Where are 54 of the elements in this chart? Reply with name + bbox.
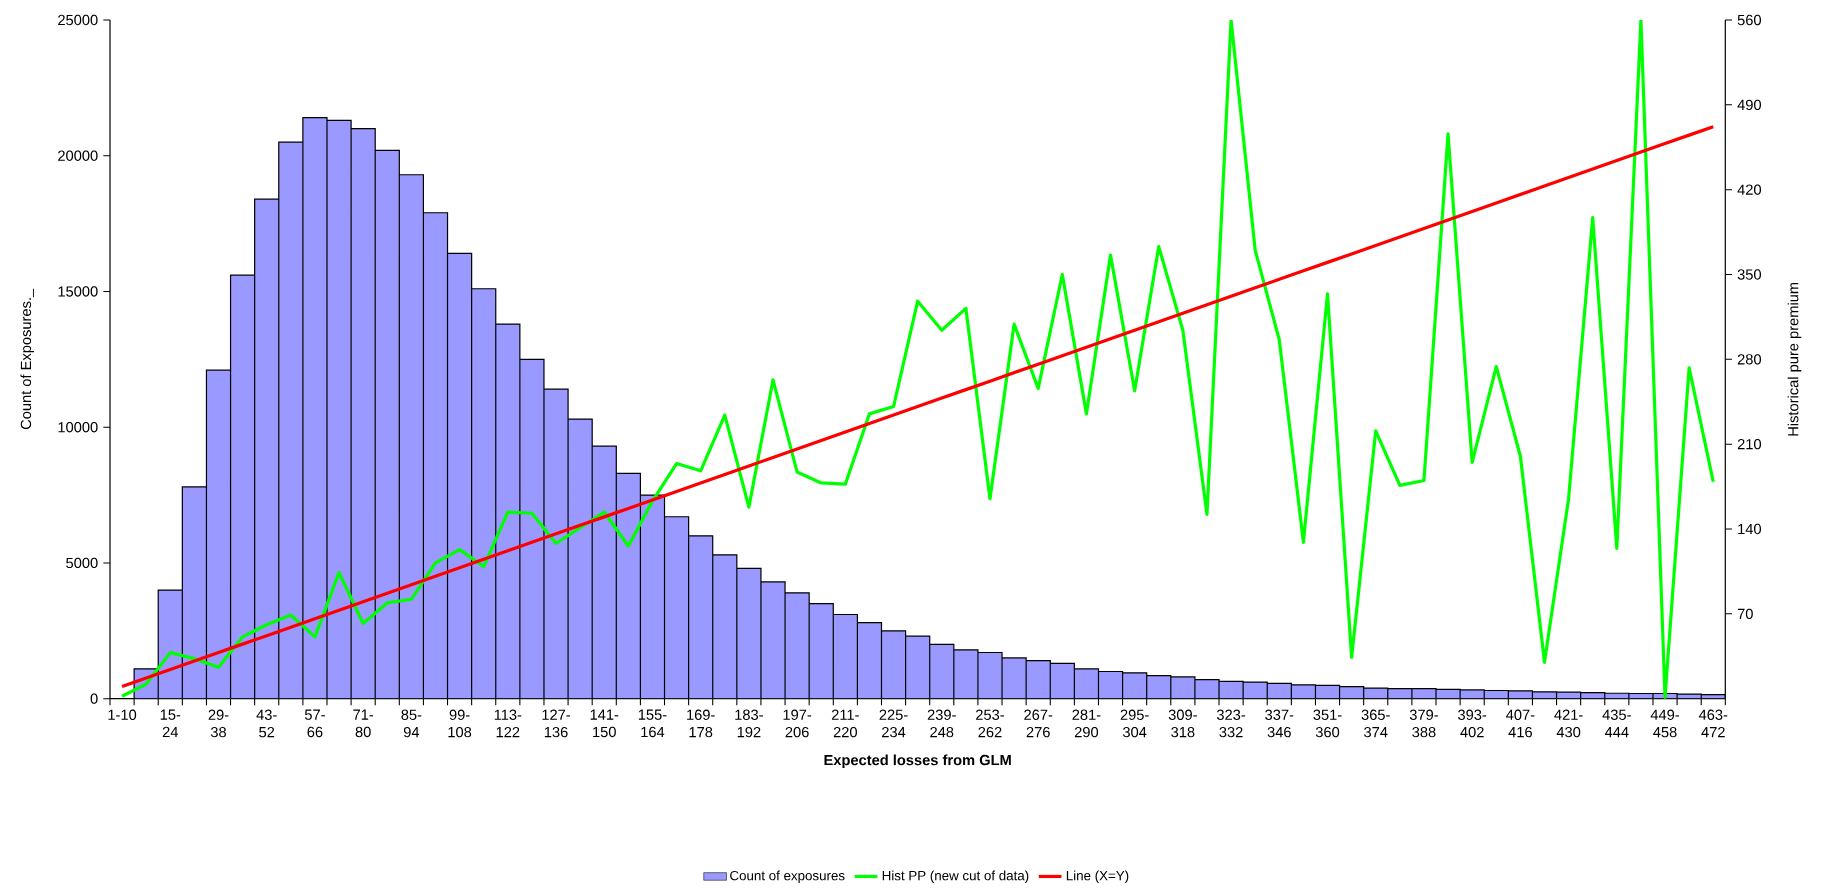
y2-tick-label: 560 [1737,14,1761,26]
x-tick-label: 351-360 [1313,709,1342,738]
y2-tick-label: 70 [1737,608,1753,620]
x-tick-label: 449-458 [1650,709,1680,738]
x-axis-title: Expected losses from GLM [824,754,1011,769]
x-tick-label: 379-388 [1409,709,1438,738]
x-tick-label: 15-24 [160,709,181,738]
x-tick-label: 71-80 [353,709,374,738]
y-axis-title: Count of Exposures._ [20,288,35,430]
y2-axis-title: Historical pure premium [1787,283,1802,436]
x-tick-label: 169-178 [687,709,715,738]
y-tick-label: 5000 [66,557,98,569]
legend-label: Count of exposures [730,870,845,884]
x-tick-label: 295-304 [1120,709,1149,738]
x-tick-label: 85-94 [401,709,422,738]
x-tick-label: 43-52 [256,709,277,738]
x-tick-label: 225-234 [879,709,908,738]
x-tick-label: 1-10 [108,709,137,721]
x-tick-label: 407-416 [1506,709,1535,738]
x-tick-label: 197-206 [783,709,812,738]
x-tick-label: 113-122 [494,709,522,738]
x-tick-label: 57-66 [304,709,325,738]
x-tick-label: 239-248 [927,709,956,738]
x-tick-label: 211-220 [831,709,859,738]
x-tick-label: 463-472 [1698,709,1728,738]
x-tick-label: 29-38 [208,709,229,738]
y2-tick-label: 210 [1737,439,1761,450]
x-tick-label: 323-332 [1216,709,1246,738]
x-tick-label: 421-430 [1554,709,1583,738]
x-tick-label: 267-276 [1024,709,1053,738]
y-tick-label: 15000 [58,286,98,297]
y2-tick-label: 350 [1737,269,1761,280]
y-tick-label: 0 [90,693,98,704]
x-tick-label: 141-150 [590,709,619,738]
x-tick-label: 155-164 [638,709,667,738]
x-tick-label: 183-192 [735,709,763,738]
y2-tick-label: 490 [1737,99,1761,111]
x-tick-label: 337-346 [1265,709,1294,738]
y-tick-label: 25000 [58,14,98,26]
y-tick-label: 10000 [58,422,98,433]
x-tick-label: 365-374 [1361,709,1390,738]
legend-label: Hist PP (new cut of data) [882,870,1029,884]
x-tick-label: 309-318 [1168,709,1197,738]
y2-tick-label: 140 [1738,523,1761,535]
x-tick-label: 127-136 [542,709,571,738]
x-tick-label: 393-402 [1458,709,1487,738]
legend-label: Line (X=Y) [1066,870,1129,884]
x-tick-label: 435-444 [1602,709,1631,738]
y2-tick-label: 420 [1737,184,1761,195]
x-tick-label: 253-262 [976,709,1004,738]
x-tick-label: 281-290 [1072,709,1101,738]
y-tick-label: 20000 [58,150,98,162]
y2-tick-label: 280 [1737,354,1761,365]
x-tick-label: 99-108 [448,709,472,738]
